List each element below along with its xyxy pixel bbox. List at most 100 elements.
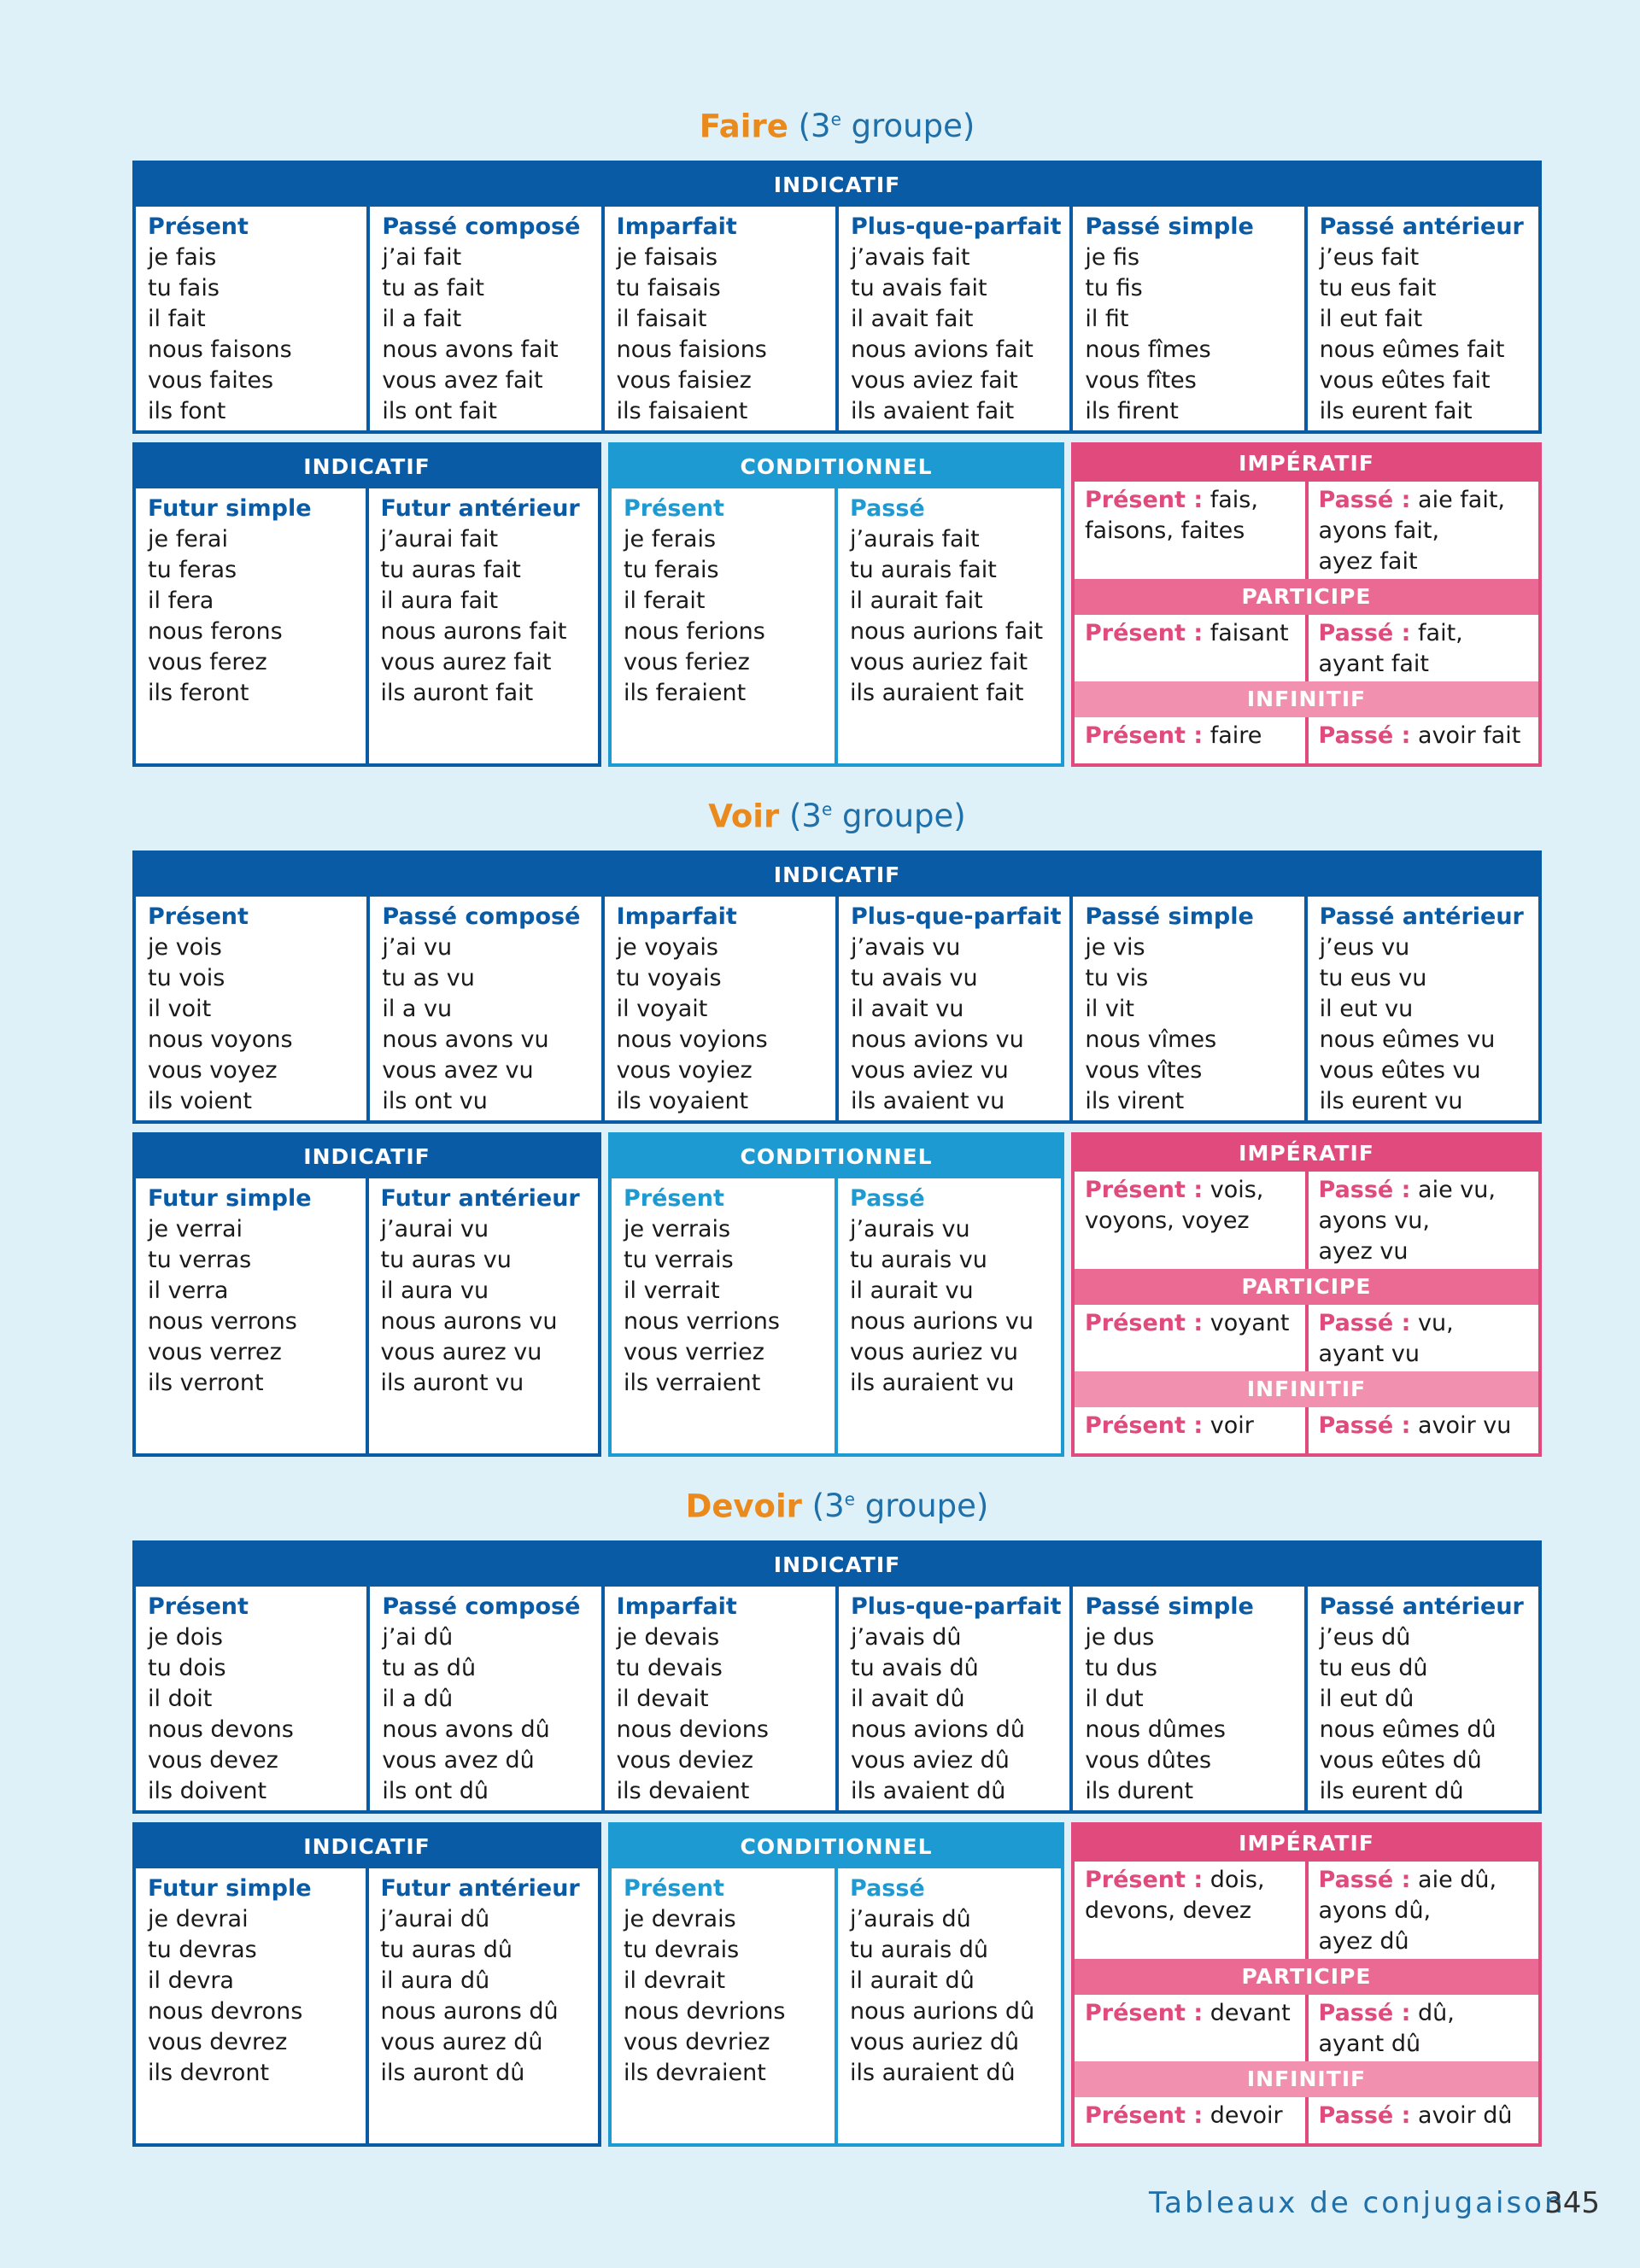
conjugated-form: vous voyiez bbox=[616, 1057, 753, 1084]
conjugated-form: je ferais bbox=[624, 526, 717, 552]
conjugated-form: je verrai bbox=[148, 1216, 243, 1242]
tense-title: Passé simple bbox=[1085, 903, 1254, 930]
conjugated-form: vous ferez bbox=[148, 649, 267, 675]
conjugated-form: tu devrais bbox=[624, 1937, 740, 1963]
conjugated-form: il voit bbox=[148, 996, 212, 1022]
conjugated-form: nous avions vu bbox=[850, 1026, 1024, 1053]
imperatif-passe: Passé : aie fait, ayons fait, ayez fait bbox=[1304, 482, 1539, 579]
imperatif-header: IMPÉRATIF bbox=[1075, 1136, 1538, 1172]
conjugated-form: vous aviez dû bbox=[850, 1747, 1010, 1774]
conjugated-form: ils avaient vu bbox=[850, 1088, 1005, 1114]
tense-title: Plus-que-parfait bbox=[850, 1593, 1062, 1620]
participe-present: Présent : devant bbox=[1085, 2000, 1291, 2026]
indicatif-header: INDICATIF bbox=[136, 1544, 1538, 1587]
conjugated-form: nous ferons bbox=[148, 618, 283, 645]
conjugated-form: j’avais dû bbox=[850, 1624, 962, 1651]
conjugated-form: tu as dû bbox=[382, 1655, 477, 1681]
conjugated-form: tu auras vu bbox=[380, 1247, 512, 1273]
conjugated-form: tu vis bbox=[1085, 965, 1149, 991]
verb-block-devoir: Devoir (3e groupe) INDICATIF Présent je d… bbox=[132, 1472, 1542, 2147]
conjugated-form: vous avez vu bbox=[382, 1057, 534, 1084]
tense-column: Imparfait je devais tu devais il devait nous… bbox=[600, 1587, 835, 1810]
imperatif-present: Présent : fais, faisons, faites bbox=[1085, 487, 1258, 544]
conjugated-form: il devrait bbox=[624, 1967, 726, 1994]
conditionnel-table: CONDITIONNEL Présent je ferais tu ferais il… bbox=[608, 442, 1064, 767]
conjugated-form: il aurait vu bbox=[850, 1277, 974, 1304]
conjugated-form: tu avais vu bbox=[850, 965, 978, 991]
conjugated-form: ils avaient fait bbox=[850, 398, 1015, 424]
conjugated-form: vous auriez vu bbox=[850, 1339, 1018, 1365]
tense-column: Présent je vois tu vois il voit nous voyons v… bbox=[136, 897, 366, 1120]
tense-title: Passé bbox=[850, 495, 925, 522]
conjugated-form: vous faites bbox=[148, 367, 274, 394]
conjugated-form: j’ai fait bbox=[382, 244, 462, 271]
tense-column: Présent je ferais tu ferais il ferait nous f… bbox=[612, 488, 835, 763]
indicatif-header: INDICATIF bbox=[136, 164, 1538, 207]
conjugated-form: ils durent bbox=[1085, 1778, 1194, 1804]
indicatif-future-table: INDICATIF Futur simple je verrai tu verras… bbox=[132, 1132, 601, 1457]
conjugated-form: tu verrais bbox=[624, 1247, 734, 1273]
tense-title: Passé bbox=[850, 1875, 925, 1902]
participe-present: Présent : voyant bbox=[1085, 1310, 1290, 1336]
conjugated-form: il aura vu bbox=[380, 1277, 489, 1304]
tense-title: Passé simple bbox=[1085, 1593, 1254, 1620]
conjugated-form: je vois bbox=[148, 934, 222, 961]
conjugated-form: tu as vu bbox=[382, 965, 475, 991]
conjugated-form: ils auront dû bbox=[380, 2060, 525, 2086]
conjugated-form: tu aurais dû bbox=[850, 1937, 988, 1963]
conjugated-form: je fis bbox=[1085, 244, 1140, 271]
tense-title: Futur antérieur bbox=[380, 1875, 580, 1902]
conjugated-form: tu eus fait bbox=[1319, 275, 1437, 301]
conjugated-form: je verrais bbox=[624, 1216, 731, 1242]
conjugated-form: nous eûmes fait bbox=[1319, 336, 1505, 363]
conjugated-form: j’eus vu bbox=[1319, 934, 1410, 961]
conjugated-form: ils devraient bbox=[624, 2060, 766, 2086]
conjugated-form: il aurait fait bbox=[850, 587, 983, 614]
conjugated-form: ils auraient dû bbox=[850, 2060, 1016, 2086]
conjugated-form: ils ont fait bbox=[382, 398, 497, 424]
tense-title: Passé composé bbox=[382, 213, 581, 240]
tense-title: Présent bbox=[624, 1185, 724, 1212]
conjugated-form: il a vu bbox=[382, 996, 453, 1022]
tense-title: Imparfait bbox=[616, 903, 737, 930]
conjugated-form: nous avions fait bbox=[850, 336, 1034, 363]
tense-column: Passé antérieur j’eus vu tu eus vu il eut v… bbox=[1303, 897, 1538, 1120]
indicatif-header: INDICATIF bbox=[136, 854, 1538, 897]
tense-column: Passé j’aurais fait tu aurais fait il aurai… bbox=[835, 488, 1061, 763]
conditionnel-header: CONDITIONNEL bbox=[612, 446, 1061, 488]
imperatif-present: Présent : vois, voyons, voyez bbox=[1085, 1177, 1264, 1234]
infinitif-header: INFINITIF bbox=[1075, 681, 1538, 717]
conjugated-form: il dut bbox=[1085, 1686, 1144, 1712]
conjugated-form: tu auras dû bbox=[380, 1937, 513, 1963]
tense-title: Imparfait bbox=[616, 213, 737, 240]
conditionnel-table: CONDITIONNEL Présent je devrais tu devrais… bbox=[608, 1822, 1064, 2147]
infinitif-header: INFINITIF bbox=[1075, 1371, 1538, 1407]
conjugated-form: tu aurais fait bbox=[850, 557, 997, 583]
conjugated-form: il verra bbox=[148, 1277, 229, 1304]
tense-column: Passé antérieur j’eus fait tu eus fait il e… bbox=[1303, 207, 1538, 430]
conjugated-form: vous devez bbox=[148, 1747, 278, 1774]
conjugated-form: vous eûtes dû bbox=[1319, 1747, 1482, 1774]
conjugated-form: tu devras bbox=[148, 1937, 257, 1963]
tense-column: Futur antérieur j’aurai vu tu auras vu il a… bbox=[365, 1178, 599, 1453]
conjugated-form: j’aurai vu bbox=[380, 1216, 489, 1242]
conjugated-form: il fera bbox=[148, 587, 214, 614]
conjugated-form: vous avez fait bbox=[382, 367, 543, 394]
tense-title: Passé simple bbox=[1085, 213, 1254, 240]
indicatif-future-table: INDICATIF Futur simple je ferai tu feras il… bbox=[132, 442, 601, 767]
conjugated-form: vous auriez fait bbox=[850, 649, 1028, 675]
conjugated-form: ils auront fait bbox=[380, 680, 534, 706]
verb-block-voir: Voir (3e groupe) INDICATIF Présent je voi… bbox=[132, 782, 1542, 1457]
conjugated-form: tu dois bbox=[148, 1655, 226, 1681]
conjugated-form: il eut fait bbox=[1319, 306, 1423, 332]
conjugated-form: je faisais bbox=[616, 244, 718, 271]
conjugated-form: nous devions bbox=[616, 1716, 769, 1743]
conjugated-form: tu voyais bbox=[616, 965, 722, 991]
conjugated-form: nous aurons vu bbox=[380, 1308, 558, 1335]
conjugated-form: vous aviez vu bbox=[850, 1057, 1009, 1084]
verb-name: Faire bbox=[699, 108, 788, 145]
conjugated-form: vous verriez bbox=[624, 1339, 764, 1365]
conjugated-form: nous devrons bbox=[148, 1998, 303, 2025]
conjugated-form: je dois bbox=[148, 1624, 223, 1651]
conjugated-form: vous devriez bbox=[624, 2029, 770, 2055]
